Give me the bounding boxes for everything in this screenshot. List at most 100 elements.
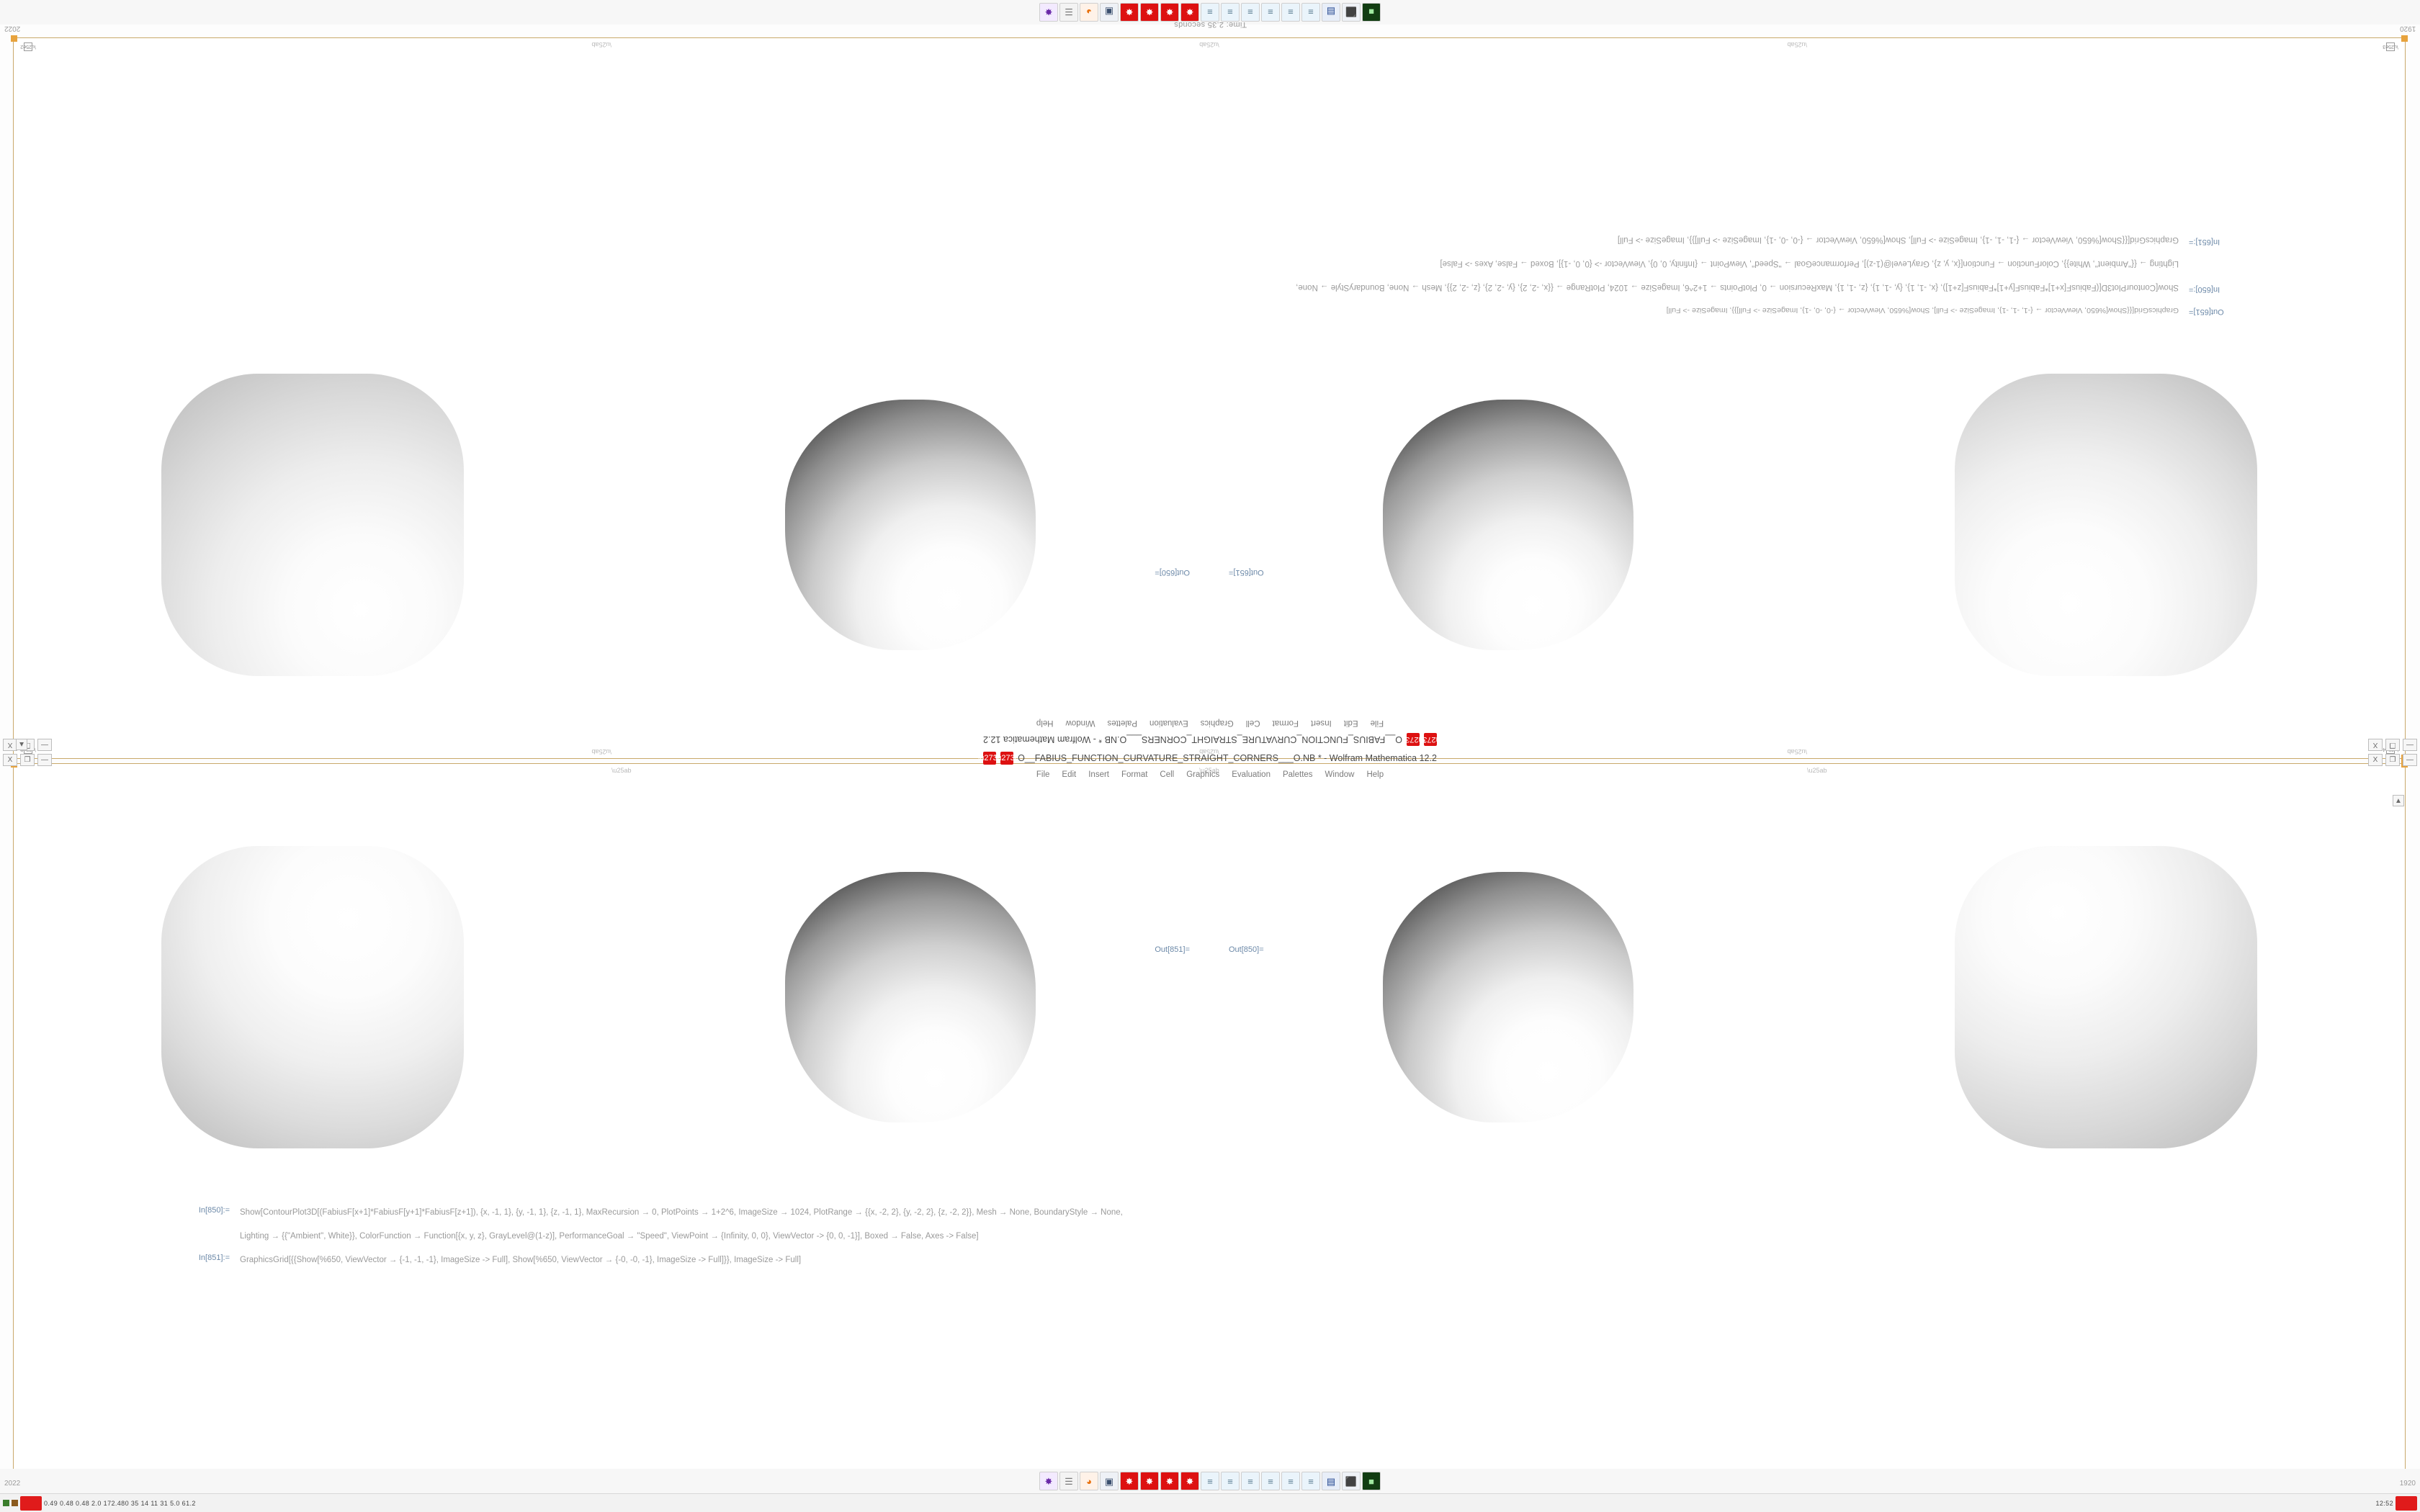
plot-cell-2[interactable] (1285, 338, 1731, 712)
in-code-850-line2-upright[interactable]: Lighting → {{"Ambient", White}}, ColorFu… (240, 1231, 979, 1241)
rounded-cube-face-on-shape-alt (161, 374, 464, 676)
in-code-851[interactable]: GraphicsGrid[{{Show[%650, ViewVector → {… (1617, 235, 2179, 244)
desktop-stage: \u25e4 \u25e5 \u25e3 \u25e2 \u25ab \u25a… (0, 19, 2420, 1493)
plot-cell-1[interactable] (1883, 338, 2329, 712)
menu-item-evaluation[interactable]: Evaluation (1232, 770, 1270, 779)
in-row-850b-inverted[interactable]: Lighting → {{"Ambient", White}}, ColorFu… (14, 256, 2405, 270)
rounded-cube-face-on-shape-alt-2 (1955, 846, 2257, 1148)
window-controls-inverted-right[interactable]: — ❐ X (2368, 739, 2417, 751)
titlebar-upright[interactable]: \u2738 \u2738 O__FABIUS_FUNCTION_CURVATU… (0, 749, 2420, 768)
system-bar-bottom-right: 12:52 (2375, 1495, 2420, 1511)
plot-cell-6[interactable] (687, 810, 1134, 1184)
in-row-850-upright[interactable]: In[850]:= Show[ContourPlot3D[(FabiusF[x+… (14, 1206, 2405, 1220)
in-row-850b-upright[interactable]: Lighting → {{"Ambient", White}}, ColorFu… (14, 1230, 2405, 1243)
window-controls-inverted[interactable]: — ❐ X (3, 739, 52, 751)
in-code-851-upright[interactable]: GraphicsGrid[{{Show[%650, ViewVector → {… (240, 1255, 802, 1264)
window-controls-upright-right[interactable]: X ❐ — (2368, 754, 2417, 766)
graphics-grid-inverted[interactable] (14, 323, 2405, 726)
menu-item-cell[interactable]: Cell (1245, 719, 1260, 727)
in-row-851-upright[interactable]: In[851]:= GraphicsGrid[{{Show[%650, View… (14, 1254, 2405, 1267)
close-button-inv[interactable]: X (3, 739, 17, 751)
maximize-button-r[interactable]: ❐ (2385, 754, 2400, 766)
out-label-850-up: Out[850]= (1229, 945, 1264, 954)
in-row-851-inverted[interactable]: In[651]:= GraphicsGrid[{{Show[%650, View… (14, 233, 2405, 246)
terminal-icon[interactable]: ■ (1362, 1472, 1381, 1490)
mathematica-icon[interactable]: ✸ (1039, 1472, 1058, 1490)
plot-cell-8[interactable] (1883, 810, 2329, 1184)
in-code-850-upright[interactable]: Show[ContourPlot3D[(FabiusF[x+1]*FabiusF… (240, 1208, 1123, 1217)
graphics-grid-upright[interactable] (14, 796, 2405, 1199)
menu-item-file[interactable]: File (1036, 770, 1050, 779)
menu-item-insert[interactable]: Insert (1088, 770, 1109, 779)
plot-cell-3[interactable] (687, 338, 1134, 712)
minimize-button[interactable]: — (37, 754, 52, 766)
menu-item-cell[interactable]: Cell (1160, 770, 1175, 779)
in-row-850-inverted[interactable]: In[650]:= Show[ContourPlot3D[(FabiusF[x+… (14, 280, 2405, 294)
in-code-850-line2[interactable]: Lighting → {{"Ambient", White}}, ColorFu… (1440, 258, 2179, 268)
in-label-850: In[850]:= (198, 1206, 230, 1215)
notebook-icon[interactable]: ≡ (1221, 1472, 1240, 1490)
menu-item-edit[interactable]: Edit (1343, 719, 1358, 727)
scrollbar-up-arrow[interactable]: ▲ (2393, 795, 2404, 806)
close-button-r[interactable]: X (2368, 754, 2383, 766)
menu-item-palettes[interactable]: Palettes (1107, 719, 1138, 727)
monitor-icon[interactable]: ▣ (1100, 1472, 1119, 1490)
notebook-icon[interactable]: ≡ (1261, 1472, 1280, 1490)
window-controls-upright[interactable]: X ❐ — (3, 754, 52, 766)
menu-item-graphics[interactable]: Graphics (1186, 770, 1220, 779)
minimize-button-r[interactable]: — (2403, 754, 2417, 766)
notebook-icon[interactable]: ≡ (1281, 1472, 1300, 1490)
plot-cell-7[interactable] (1285, 810, 1731, 1184)
minimize-button-inv-r[interactable]: — (2403, 739, 2417, 751)
minimize-button-inv[interactable]: — (37, 739, 52, 751)
notebook-icon[interactable]: ≡ (1201, 1472, 1219, 1490)
out-label-851-left: Out[651]= (2189, 307, 2224, 316)
display-icon[interactable]: ⬛ (1342, 1472, 1361, 1490)
status-swatch-brown-b (12, 1500, 18, 1506)
menu-item-format[interactable]: Format (1121, 770, 1148, 779)
in-label-850-left: In[650]:= (2189, 284, 2220, 294)
menu-item-file[interactable]: File (1370, 719, 1384, 727)
menu-item-edit[interactable]: Edit (1062, 770, 1077, 779)
menubar-upright[interactable]: File Edit Insert Format Cell Graphics Evaluati… (0, 768, 2420, 782)
mathematica-kernel-icon[interactable]: ✸ (1120, 1472, 1139, 1490)
mathematica-window-inverted[interactable]: \u25e4 \u25e5 \u25e3 \u25e2 \u25ab \u25a… (11, 35, 2408, 761)
rounded-cube-face-on-shape (1955, 374, 2257, 676)
desktop-label-top-right: 1920 (2399, 24, 2416, 32)
maximize-button[interactable]: ❐ (20, 754, 35, 766)
close-button-inv-r[interactable]: X (2368, 739, 2383, 751)
window-controls-cluster-right[interactable]: — ❐ X X ❐ — (2368, 739, 2417, 766)
titlebar-inverted[interactable]: \u2738 \u2738 O__FABIUS_FUNCTION_CURVATU… (0, 730, 2420, 749)
mathematica-kernel-icon[interactable]: ✸ (1180, 1472, 1199, 1490)
menu-item-format[interactable]: Format (1272, 719, 1299, 727)
notebook-icon[interactable]: ≡ (1241, 1472, 1260, 1490)
scrollbar-down-arrow[interactable]: ▲ (16, 739, 27, 750)
menu-item-insert[interactable]: Insert (1311, 719, 1332, 727)
menu-item-help[interactable]: Help (1366, 770, 1384, 779)
menu-item-evaluation[interactable]: Evaluation (1150, 719, 1188, 727)
mathematica-kernel-icon[interactable]: ✸ (1160, 1472, 1179, 1490)
firefox-icon[interactable]: ◕ (1080, 1472, 1098, 1490)
plot-cell-5[interactable] (89, 810, 536, 1184)
cpu-load-block-right-b (2396, 1495, 2417, 1511)
menubar-inverted[interactable]: File Edit Insert Format Cell Graphics Evaluati… (0, 716, 2420, 730)
mathematica-spikey-icon-inv: \u2738 (1418, 733, 1443, 746)
menu-item-window[interactable]: Window (1065, 719, 1095, 727)
menu-item-help[interactable]: Help (1036, 719, 1054, 727)
mathematica-kernel-icon[interactable]: ✸ (1140, 1472, 1159, 1490)
maximize-button-inv-r[interactable]: ❐ (2385, 739, 2400, 751)
plot-cell-4[interactable] (89, 338, 536, 712)
taskbar-bottom[interactable]: ✸ ☰ ◕ ▣ ✸ ✸ ✸ ✸ ≡ ≡ ≡ ≡ ≡ ≡ ▤ ⬛ ■ (0, 1469, 2420, 1493)
menu-item-window[interactable]: Window (1325, 770, 1355, 779)
mathematica-window-upright[interactable]: \u25ab \u25ab \u25ab \u25ab Out[851 (11, 761, 2408, 1487)
menu-item-palettes[interactable]: Palettes (1282, 770, 1313, 779)
out-row-851-inverted: Out[651]= GraphicsGrid[{{Show[%650, View… (14, 304, 2405, 316)
window-controls-cluster[interactable]: — ❐ X X ❐ — (3, 739, 52, 766)
close-button[interactable]: X (3, 754, 17, 766)
document-icon[interactable]: ☰ (1059, 1472, 1078, 1490)
menu-item-graphics[interactable]: Graphics (1200, 719, 1234, 727)
in-label-851: In[851]:= (198, 1253, 230, 1262)
save-icon[interactable]: ▤ (1322, 1472, 1340, 1490)
in-code-850[interactable]: Show[ContourPlot3D[(FabiusF[x+1]*FabiusF… (1296, 282, 2179, 292)
notebook-icon[interactable]: ≡ (1301, 1472, 1320, 1490)
